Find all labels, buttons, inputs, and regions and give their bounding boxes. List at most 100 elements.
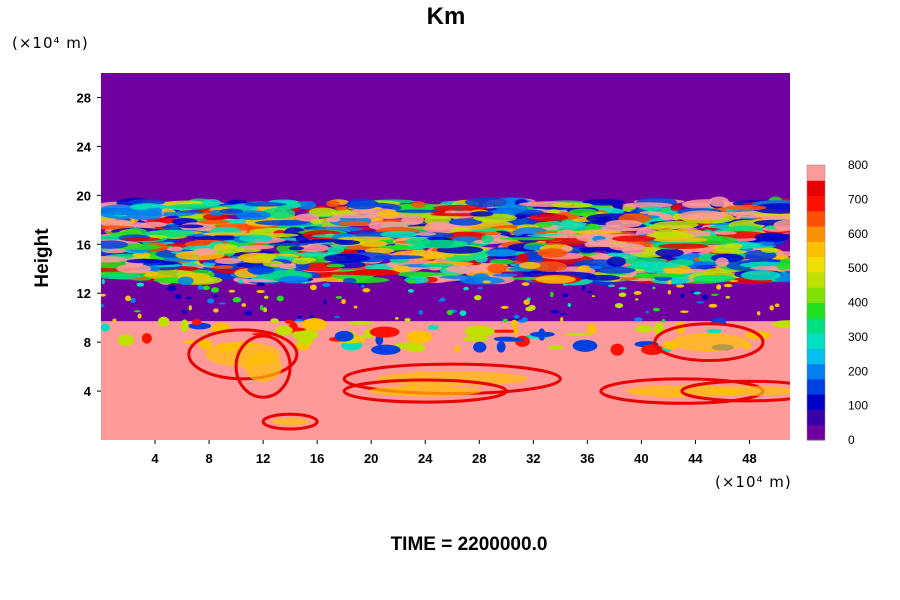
turbulence-blob [297,200,317,210]
turbulence-blob [469,211,494,217]
turbulence-blob [448,218,483,226]
speck [298,315,303,319]
x-tick-label: 28 [472,451,486,466]
turbulence-blob [605,219,642,228]
speck [702,294,709,301]
colorbar-swatch [807,317,825,334]
turbulence-blob [338,236,394,241]
speck [635,298,639,301]
speck [238,279,243,284]
speck [404,318,411,322]
turbulence-blob [568,230,623,234]
turbulence-blob [226,199,247,205]
turbulence-blob [474,255,488,263]
speck [562,293,569,298]
speck [228,289,236,293]
speck [708,303,718,308]
turbulence-blob [140,221,168,228]
edge-blob [772,320,790,328]
colorbar-swatch [807,210,825,227]
speck [696,301,705,304]
turbulence-blob [528,213,569,222]
speck [407,279,416,284]
turbulence-blob [101,240,129,249]
streak-core [271,417,310,426]
speck [202,285,210,291]
speck [174,293,181,300]
edge-blob [406,343,426,353]
streak-core [368,385,482,397]
turbulence-blob [585,274,621,281]
speck [756,311,761,316]
colorbar-swatch [807,302,825,319]
x-tick-label: 24 [418,451,433,466]
turbulence-blob [496,204,528,214]
turbulence-blob [653,237,708,243]
turbulence-blob [761,215,790,220]
turbulence-blob [126,258,165,264]
speck [335,296,343,299]
turbulence-blob [459,276,505,285]
streak [261,412,319,431]
turbulence-blob [516,253,529,263]
turbulence-blob [653,220,699,229]
turbulence-blob [611,235,657,242]
turbulence-blob [292,257,312,265]
speck [661,319,666,323]
speck [769,305,775,311]
speck [652,307,661,312]
speck [323,299,327,306]
x-tick-label: 20 [364,451,378,466]
turbulence-blob [343,277,357,284]
turbulence-blob [724,243,743,249]
x-tick-label: 8 [205,451,212,466]
speck [560,317,564,323]
edge-blob [489,329,519,333]
colorbar: 0 100 200 300 400 500 600 700 800 [806,158,868,447]
speck [446,309,454,316]
streak [680,379,790,403]
turbulence-blob [116,263,152,274]
edge-blob [494,337,525,342]
speck [270,318,279,324]
time-label: TIME = 2200000.0 [391,534,548,555]
edge-blob [334,330,354,342]
turbulence-blob [380,230,418,238]
edge-blob [157,316,170,327]
streak-core [671,332,747,352]
turbulence-blob [213,243,227,254]
colorbar-swatch [807,378,825,395]
turbulence-blob [346,198,379,210]
speck [133,310,141,313]
speck [136,282,145,287]
turbulence-blob [323,253,371,263]
turbulence-blob [776,262,790,271]
speck [130,297,136,303]
turbulence-blob [679,210,727,221]
speck [210,287,220,293]
turbulence-blob [268,242,310,247]
speck [502,318,508,323]
colorbar-swatch [807,287,825,303]
speck [463,286,469,291]
streak [234,334,292,399]
speck [716,284,722,290]
turbulence-blob [239,245,275,250]
turbulence-blob [393,265,411,273]
speck [521,282,530,286]
turbulence-blob [485,248,518,257]
colorbar-swatch [807,363,825,380]
edge-blob [284,319,295,324]
speck [137,313,142,319]
turbulence-blob [359,240,388,248]
speck [256,282,266,287]
colorbar-swatch [807,226,825,242]
speck [559,312,567,316]
turbulence-blob [327,246,345,254]
streak [187,328,299,381]
colorbar-swatch [807,424,825,441]
edge-blob [529,331,555,338]
speck [523,299,530,305]
speck [667,280,672,285]
speck [550,309,559,314]
